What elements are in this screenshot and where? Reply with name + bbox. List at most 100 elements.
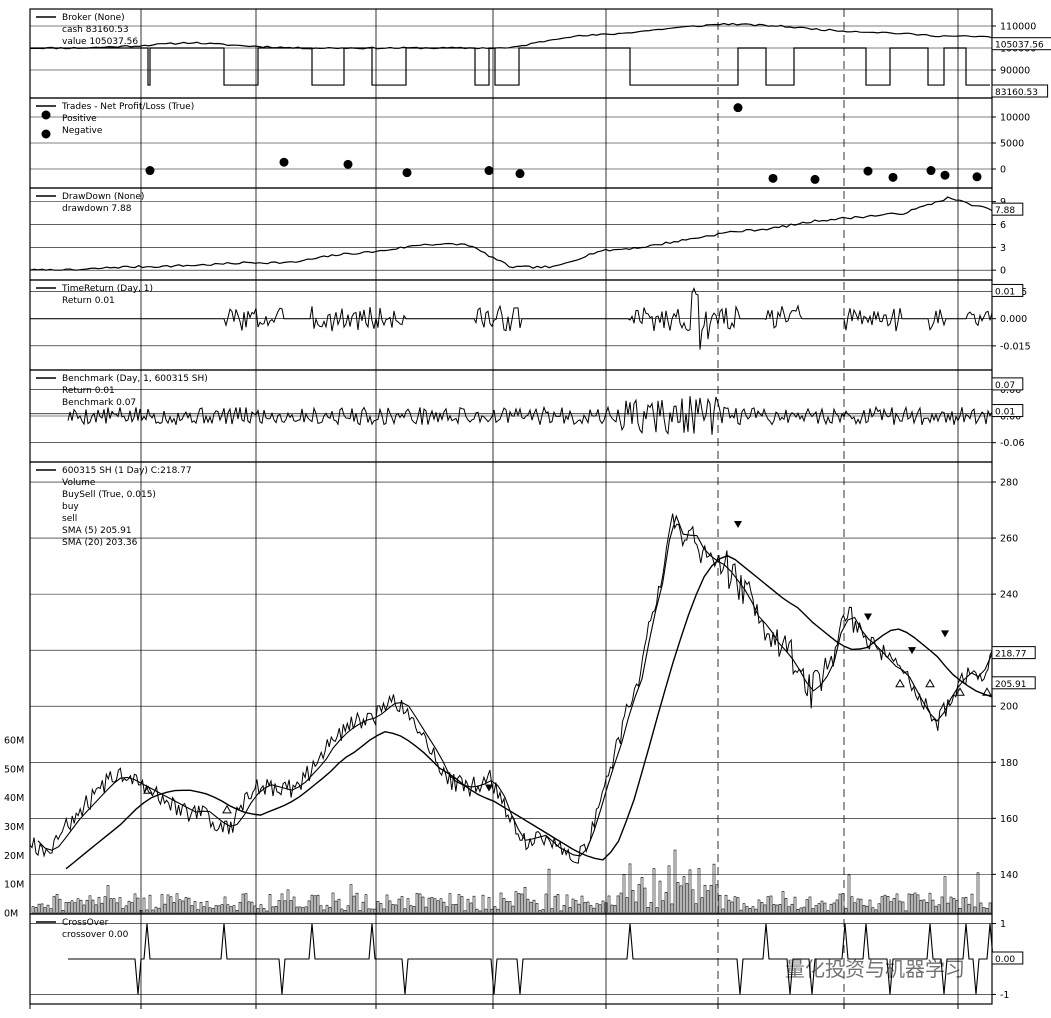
volume-bar	[652, 868, 656, 914]
volume-bar	[505, 901, 509, 914]
volume-bar	[646, 907, 650, 914]
value-tag: 0.07	[991, 377, 1024, 391]
value-tag: 83160.53	[991, 84, 1049, 98]
volume-bar	[844, 907, 848, 914]
y-tick-label: 9	[1000, 197, 1006, 208]
volume-bar	[469, 902, 473, 914]
volume-bar	[835, 899, 839, 914]
drawdown-series-line	[29, 196, 993, 271]
volume-bar	[361, 901, 365, 914]
volume-bar	[586, 901, 590, 914]
volume-bar	[757, 899, 761, 914]
volume-bar	[253, 905, 257, 914]
value-tag: 0.01	[991, 283, 1024, 297]
volume-bar	[388, 900, 392, 914]
volume-bar	[784, 897, 788, 914]
volume-bar	[610, 904, 614, 914]
volume-bar	[703, 884, 707, 914]
volume-bar	[91, 899, 95, 914]
trade-point-negative	[940, 170, 950, 180]
volume-bar	[310, 894, 314, 914]
buy-marker	[222, 804, 232, 814]
volume-bar	[709, 884, 713, 914]
volume-tick-label: 0M	[4, 909, 18, 920]
volume-bar	[37, 903, 41, 914]
volume-bar	[343, 910, 347, 914]
volume-bar	[553, 895, 557, 914]
return-series-line	[30, 287, 993, 350]
volume-bar	[814, 905, 818, 914]
volume-bar	[943, 876, 947, 914]
y-tick-label: 260	[1000, 534, 1018, 545]
volume-bar	[367, 908, 371, 914]
legend-entry: Positive	[62, 114, 97, 124]
volume-bar	[328, 907, 332, 914]
volume-bar	[31, 906, 35, 914]
volume-bar	[112, 898, 116, 914]
volume-bar	[742, 903, 746, 914]
volume-bar	[244, 893, 248, 914]
volume-bar	[307, 900, 311, 914]
volume-bar	[628, 863, 632, 914]
legend-title: Trades - Net Profit/Loss (True)	[61, 102, 194, 112]
volume-bar	[907, 893, 911, 914]
volume-bar	[451, 904, 455, 914]
volume-bar	[355, 892, 359, 914]
volume-bar	[184, 897, 188, 914]
volume-bar	[445, 906, 449, 914]
volume-bar	[682, 876, 686, 914]
volume-bar	[766, 896, 770, 914]
volume-bar	[748, 908, 752, 914]
volume-bar	[40, 903, 44, 914]
volume-bar	[706, 890, 710, 914]
volume-bar	[229, 906, 233, 914]
y-tick-label: 6	[1000, 220, 1006, 231]
volume-bar	[988, 902, 992, 914]
volume-bar	[526, 898, 530, 914]
sell-marker	[941, 630, 949, 638]
legend-entry: drawdown 7.88	[62, 204, 132, 214]
volume-bar	[769, 895, 773, 914]
volume-bar	[457, 894, 461, 914]
volume-bar	[529, 901, 533, 914]
sell-marker	[734, 521, 742, 529]
volume-bar	[889, 901, 893, 914]
legend-entry: buy	[62, 502, 79, 512]
volume-bar	[850, 896, 854, 914]
value-series-line	[29, 22, 993, 50]
buy-marker	[982, 687, 992, 696]
volume-bar	[571, 898, 575, 914]
watermark-text: 量化投资与机器学习	[785, 957, 965, 981]
volume-bar	[127, 900, 131, 914]
y-tick-label: 140	[1000, 870, 1018, 881]
volume-bar	[829, 903, 833, 914]
volume-bar	[922, 899, 926, 914]
volume-bar	[721, 908, 725, 914]
volume-bar	[130, 902, 134, 914]
volume-bar	[967, 903, 971, 914]
trade-point-negative	[810, 174, 820, 184]
volume-bar	[409, 905, 413, 914]
legend-entry: Volume	[62, 478, 96, 488]
volume-bar	[514, 891, 518, 914]
volume-bar	[607, 895, 611, 914]
volume-bar	[634, 901, 638, 914]
legend-title: TimeReturn (Day, 1)	[61, 284, 153, 294]
volume-bar	[385, 894, 389, 914]
volume-bar	[976, 872, 980, 914]
value-tag-box	[991, 951, 1024, 965]
volume-bar	[220, 904, 224, 914]
volume-bar	[379, 903, 383, 914]
volume-bar	[175, 893, 179, 914]
volume-bar	[403, 908, 407, 914]
volume-bar	[952, 898, 956, 914]
volume-bar	[898, 900, 902, 914]
volume-bar	[88, 895, 92, 914]
volume-bar	[190, 905, 194, 914]
crossover-series-line	[68, 923, 994, 995]
volume-bar	[268, 893, 272, 914]
volume-bar	[394, 904, 398, 914]
volume-bar	[892, 897, 896, 914]
volume-bar	[700, 897, 704, 914]
